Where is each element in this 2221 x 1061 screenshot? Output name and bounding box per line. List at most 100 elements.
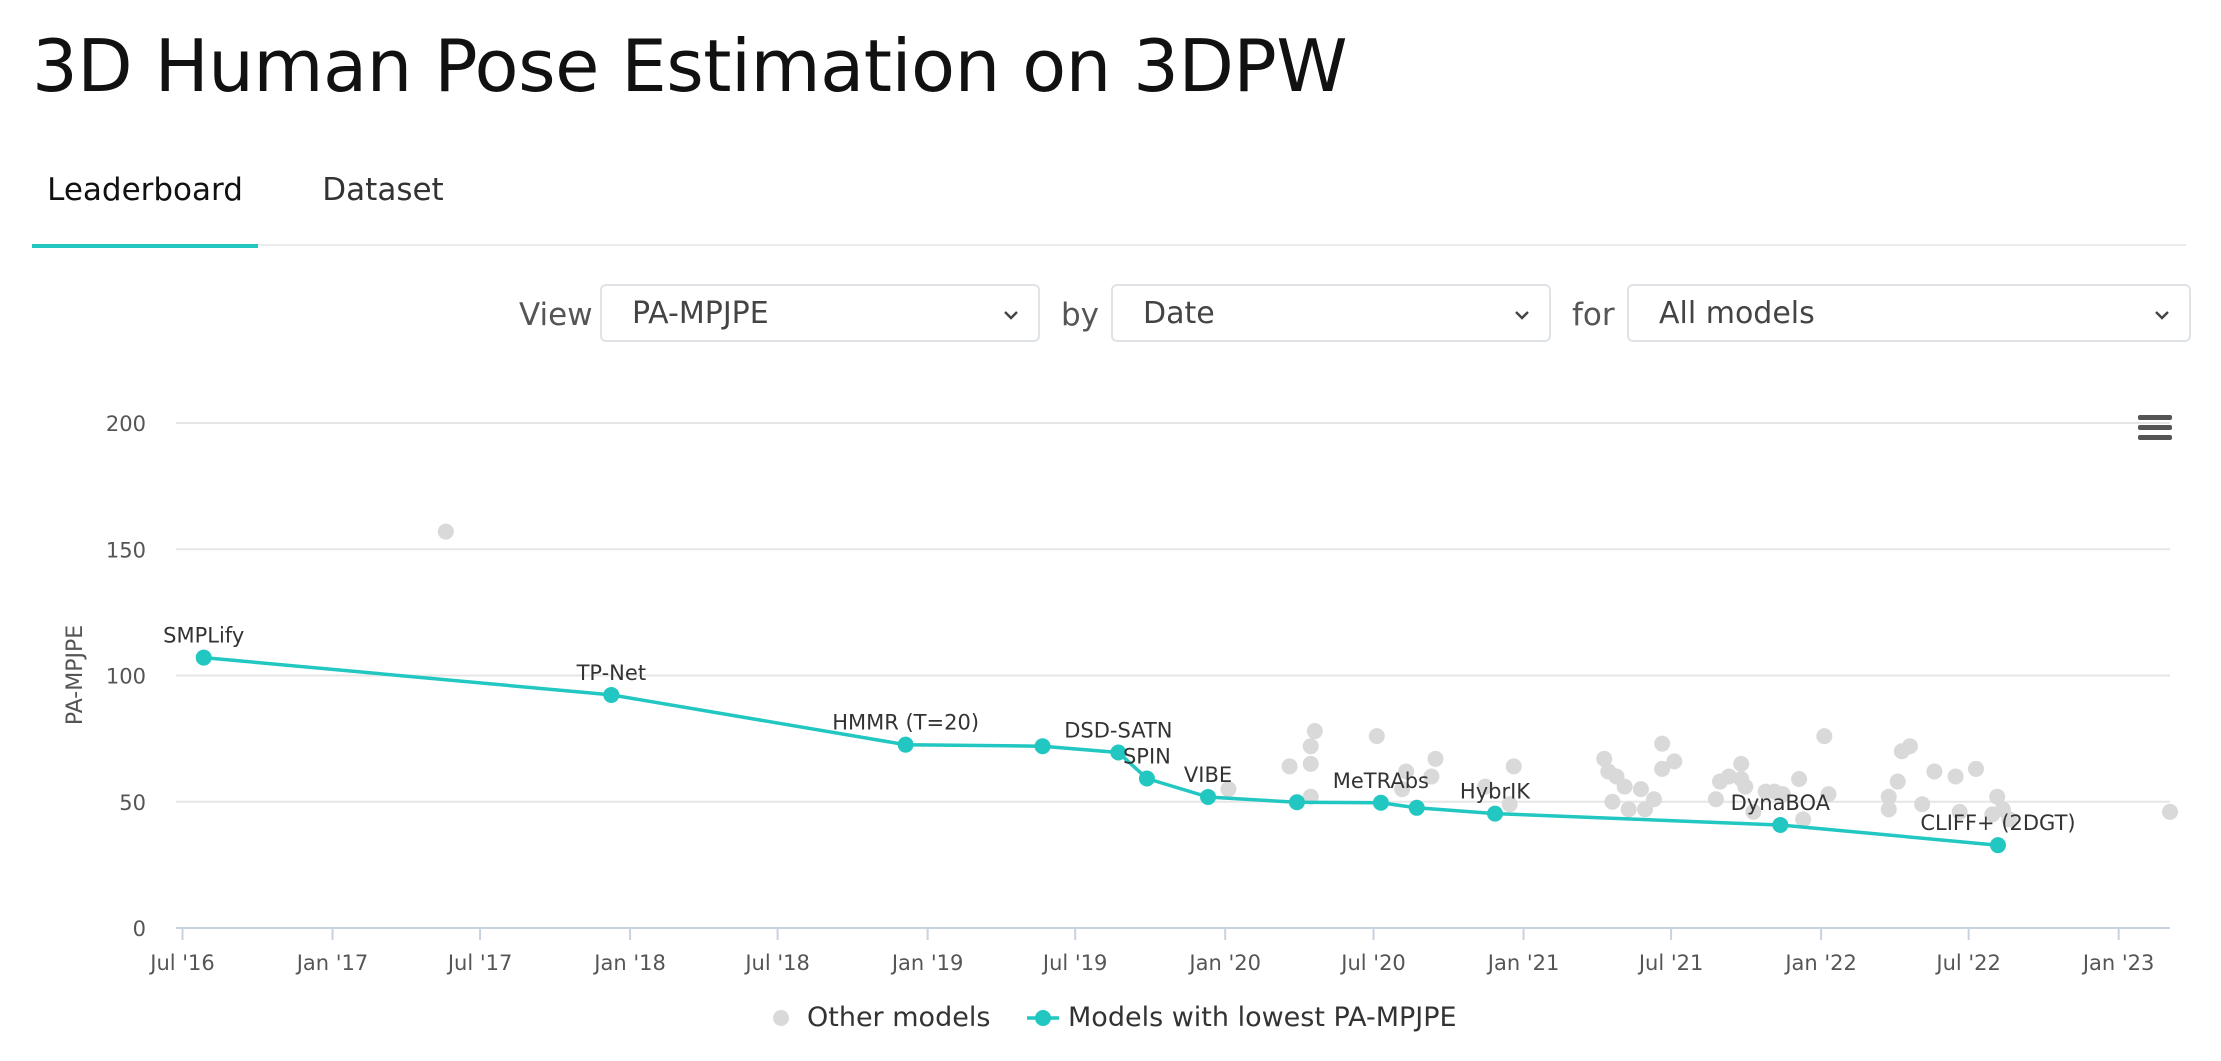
tab-leaderboard[interactable]: Leaderboard [32, 148, 258, 248]
best-model-point[interactable] [1200, 788, 1217, 805]
point-label: HMMR (T=20) [832, 711, 979, 735]
other-model-point[interactable] [1989, 788, 2006, 805]
grid-lines [176, 422, 2170, 803]
sort-select[interactable]: Date [1111, 284, 1551, 342]
best-model-point[interactable] [1288, 794, 1305, 811]
tab-dataset[interactable]: Dataset [322, 172, 444, 208]
x-tick-label: Jul '16 [148, 951, 215, 975]
other-model-point[interactable] [1889, 773, 1906, 790]
other-model-point[interactable] [1220, 781, 1237, 798]
x-tick-label: Jul '19 [1041, 951, 1108, 975]
other-model-point[interactable] [1632, 781, 1649, 798]
other-model-point[interactable] [1394, 781, 1411, 798]
x-tick-label: Jan '23 [2081, 951, 2155, 975]
for-label: for [1572, 297, 1615, 333]
other-model-point[interactable] [1791, 771, 1808, 788]
other-model-point[interactable] [1477, 778, 1494, 795]
other-model-point[interactable] [2162, 803, 2178, 820]
other-model-point[interactable] [1774, 786, 1791, 803]
other-model-point[interactable] [1596, 750, 1613, 767]
x-tick-label: Jul '22 [1934, 951, 2001, 975]
other-model-point[interactable] [1795, 811, 1812, 828]
other-model-point[interactable] [1880, 788, 1897, 805]
y-tick-label: 0 [133, 917, 146, 941]
other-model-point[interactable] [1816, 728, 1833, 745]
other-model-point[interactable] [1398, 763, 1415, 780]
other-model-point[interactable] [1306, 723, 1323, 740]
other-model-point[interactable] [2001, 811, 2018, 828]
x-tick-label: Jul '20 [1339, 951, 1406, 975]
y-tick-label: 200 [106, 412, 146, 436]
y-axis-label: PA-MPJPE [63, 625, 88, 725]
other-model-point[interactable] [1901, 738, 1918, 755]
best-model-point[interactable] [1408, 799, 1425, 816]
best-model-point[interactable] [1989, 837, 2006, 854]
point-label: DynaBOA [1731, 791, 1831, 815]
best-model-point[interactable] [1772, 816, 1789, 833]
other-model-point[interactable] [1666, 753, 1683, 770]
x-tick-label: Jul '18 [743, 951, 810, 975]
best-model-point[interactable] [1372, 794, 1389, 811]
metric-select-value: PA-MPJPE [632, 296, 769, 331]
best-model-point[interactable] [897, 736, 914, 753]
other-model-point[interactable] [1720, 768, 1737, 785]
best-model-point[interactable] [1034, 738, 1051, 755]
legend-item-best-models[interactable]: Models with lowest PA-MPJPE [1068, 1002, 1457, 1033]
chart-menu-button[interactable] [2132, 406, 2178, 450]
point-label: MeTRAbs [1333, 769, 1429, 793]
x-tick-label: Jan '19 [890, 951, 964, 975]
best-model-point[interactable] [1487, 805, 1504, 822]
other-model-point[interactable] [1951, 803, 1968, 820]
other-model-point[interactable] [1501, 796, 1518, 813]
other-model-point[interactable] [1914, 796, 1931, 813]
other-model-point[interactable] [1505, 758, 1522, 775]
other-model-point[interactable] [1967, 760, 1984, 777]
other-model-point[interactable] [1427, 750, 1444, 767]
legend-dot-icon [773, 1010, 789, 1026]
point-label: DSD-SATN [1064, 719, 1172, 743]
best-model-point[interactable] [603, 686, 620, 703]
other-model-point[interactable] [1616, 778, 1633, 795]
chevron-down-icon [2155, 311, 2169, 320]
other-model-point[interactable] [1281, 758, 1298, 775]
filter-select[interactable]: All models [1627, 284, 2191, 342]
other-model-point[interactable] [1737, 778, 1754, 795]
other-model-point[interactable] [1654, 760, 1671, 777]
other-model-point[interactable] [1820, 786, 1837, 803]
other-model-point[interactable] [1302, 738, 1319, 755]
other-model-point[interactable] [1926, 763, 1943, 780]
x-tick-label: Jan '21 [1486, 951, 1560, 975]
point-label: TP-Net [576, 661, 646, 685]
legend-item-other-models[interactable]: Other models [807, 1002, 990, 1033]
metric-select[interactable]: PA-MPJPE [600, 284, 1040, 342]
y-tick-label: 150 [106, 538, 146, 562]
best-models-line [203, 655, 1999, 847]
other-model-point[interactable] [1604, 793, 1621, 810]
other-model-point[interactable] [1707, 791, 1724, 808]
other-model-point[interactable] [1620, 801, 1637, 818]
best-model-point[interactable] [1110, 744, 1127, 761]
x-tick-label: Jan '20 [1187, 951, 1261, 975]
x-tick-label: Jul '21 [1637, 951, 1704, 975]
other-model-point[interactable] [1733, 755, 1750, 772]
other-model-point[interactable] [1654, 735, 1671, 752]
other-model-point[interactable] [1745, 803, 1762, 820]
tab-bar: Leaderboard Dataset [32, 148, 2186, 248]
best-model-point[interactable] [195, 649, 212, 666]
filter-select-value: All models [1659, 296, 1815, 331]
other-model-point[interactable] [1880, 801, 1897, 818]
other-model-point[interactable] [437, 523, 454, 540]
other-model-point[interactable] [1368, 728, 1385, 745]
other-model-point[interactable] [1302, 755, 1319, 772]
best-model-point[interactable] [1138, 770, 1155, 787]
sort-select-value: Date [1143, 296, 1215, 331]
other-models-layer [437, 523, 2178, 828]
other-model-point[interactable] [1947, 768, 1964, 785]
other-model-point[interactable] [1645, 791, 1662, 808]
y-tick-label: 50 [119, 791, 146, 815]
chart-legend: Other models Models with lowest PA-MPJPE [773, 1002, 1457, 1033]
page-title: 3D Human Pose Estimation on 3DPW [32, 24, 1348, 108]
other-model-point[interactable] [1423, 768, 1440, 785]
point-label: CLIFF+ (2DGT) [1920, 811, 2075, 835]
leaderboard-chart: 0 50 100 150 200 Jul '16 Jan '17 Jul '17 Jan '18… [63, 406, 2178, 1033]
